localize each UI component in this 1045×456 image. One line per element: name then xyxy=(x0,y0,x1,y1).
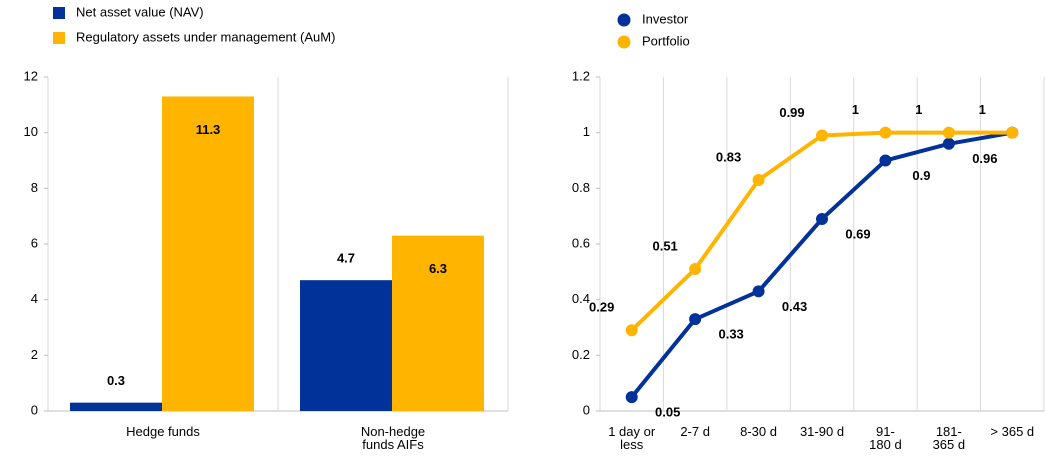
point xyxy=(625,391,638,404)
y-tick-label: 0 xyxy=(583,402,590,417)
x-tick-label: 2-7 d xyxy=(680,424,710,439)
bar xyxy=(300,280,392,411)
x-tick-label: Hedge funds xyxy=(126,424,200,439)
point xyxy=(752,173,765,186)
line xyxy=(630,130,1013,399)
value-label: 0.9 xyxy=(912,168,930,183)
point xyxy=(816,212,828,225)
value-label: 0.96 xyxy=(972,151,997,166)
point xyxy=(752,285,765,298)
y-tick-label: 12 xyxy=(24,68,38,83)
y-tick-label: 0.4 xyxy=(572,291,590,306)
x-tick-label: > 365 d xyxy=(990,424,1035,439)
legend-label: Net asset value (NAV) xyxy=(76,4,204,19)
value-label: 0.29 xyxy=(589,300,614,315)
point xyxy=(816,129,828,142)
legend-swatch xyxy=(53,32,65,44)
value-label: 1 xyxy=(979,102,986,117)
x-tick-label: 1 day or less xyxy=(608,424,656,452)
x-tick-label: 91- 180 d xyxy=(869,424,902,452)
point xyxy=(625,324,638,337)
legend-label: Portfolio xyxy=(642,33,690,48)
legend-swatch xyxy=(617,13,631,27)
value-label: 0.99 xyxy=(779,105,804,120)
y-tick-label: 1 xyxy=(583,124,590,139)
point xyxy=(942,126,955,139)
y-tick-label: 10 xyxy=(24,124,38,139)
bar xyxy=(392,235,484,411)
value-label: 0.83 xyxy=(716,149,741,164)
value-label: 0.3 xyxy=(107,373,125,388)
x-tick-label: 31-90 d xyxy=(799,424,845,439)
y-tick-label: 2 xyxy=(31,347,38,362)
x-tick-label: 8-30 d xyxy=(740,424,777,439)
value-label: 0.33 xyxy=(718,327,743,342)
x-tick-label: Non-hedge funds AIFs xyxy=(360,424,426,452)
point xyxy=(879,126,892,139)
y-tick-label: 0.2 xyxy=(572,347,590,362)
bar xyxy=(162,96,254,411)
bar xyxy=(70,402,162,411)
value-label: 0.69 xyxy=(845,226,870,241)
value-label: 0.51 xyxy=(652,238,677,253)
y-tick-label: 0.6 xyxy=(572,235,590,250)
y-tick-label: 8 xyxy=(31,180,38,195)
y-tick-label: 6 xyxy=(31,235,38,250)
y-tick-label: 1.2 xyxy=(572,68,590,83)
point xyxy=(689,313,702,326)
point xyxy=(879,154,892,167)
legend-swatch xyxy=(617,35,631,49)
legend-swatch xyxy=(53,7,65,19)
line xyxy=(630,130,1013,332)
y-tick-label: 4 xyxy=(31,291,38,306)
point xyxy=(689,263,702,276)
legend-label: Investor xyxy=(642,11,689,26)
value-label: 6.3 xyxy=(429,261,447,276)
point xyxy=(942,137,955,150)
value-label: 11.3 xyxy=(196,122,221,137)
value-label: 1 xyxy=(852,102,859,117)
value-label: 1 xyxy=(915,102,922,117)
y-tick-label: 0 xyxy=(31,402,38,417)
point xyxy=(1006,126,1019,139)
value-label: 0.05 xyxy=(655,405,680,420)
legend-label: Regulatory assets under management (AuM) xyxy=(76,29,335,44)
value-label: 0.43 xyxy=(782,299,807,314)
y-tick-label: 0.8 xyxy=(572,180,590,195)
value-label: 4.7 xyxy=(337,251,355,266)
x-tick-label: 181- 365 d xyxy=(932,424,966,452)
